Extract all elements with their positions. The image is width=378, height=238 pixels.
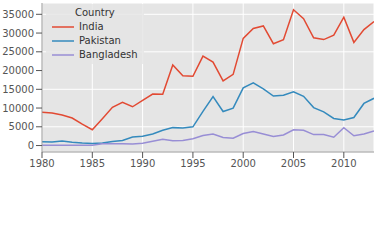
svg-text:1980: 1980 — [29, 158, 54, 169]
svg-text:2010: 2010 — [331, 158, 356, 169]
svg-text:10000: 10000 — [8, 103, 34, 114]
svg-text:20000: 20000 — [8, 65, 34, 76]
svg-text:25000: 25000 — [8, 46, 34, 57]
svg-text:2005: 2005 — [281, 158, 306, 169]
html-text:Bangladesh: Bangladesh — [79, 49, 138, 60]
html-text:Country: Country — [75, 7, 115, 18]
svg-text:1995: 1995 — [180, 158, 205, 169]
svg-text:5000: 5000 — [9, 121, 34, 132]
svg-text:15000: 15000 — [8, 84, 34, 95]
svg-text:30000: 30000 — [8, 28, 34, 39]
html-text:India: India — [79, 21, 104, 32]
svg-text:1990: 1990 — [130, 158, 155, 169]
svg-text:2000: 2000 — [230, 158, 255, 169]
svg-text:35000: 35000 — [8, 9, 34, 20]
html-text:Pakistan: Pakistan — [79, 35, 121, 46]
svg-text:1985: 1985 — [80, 158, 105, 169]
svg-text:0: 0 — [28, 140, 34, 151]
